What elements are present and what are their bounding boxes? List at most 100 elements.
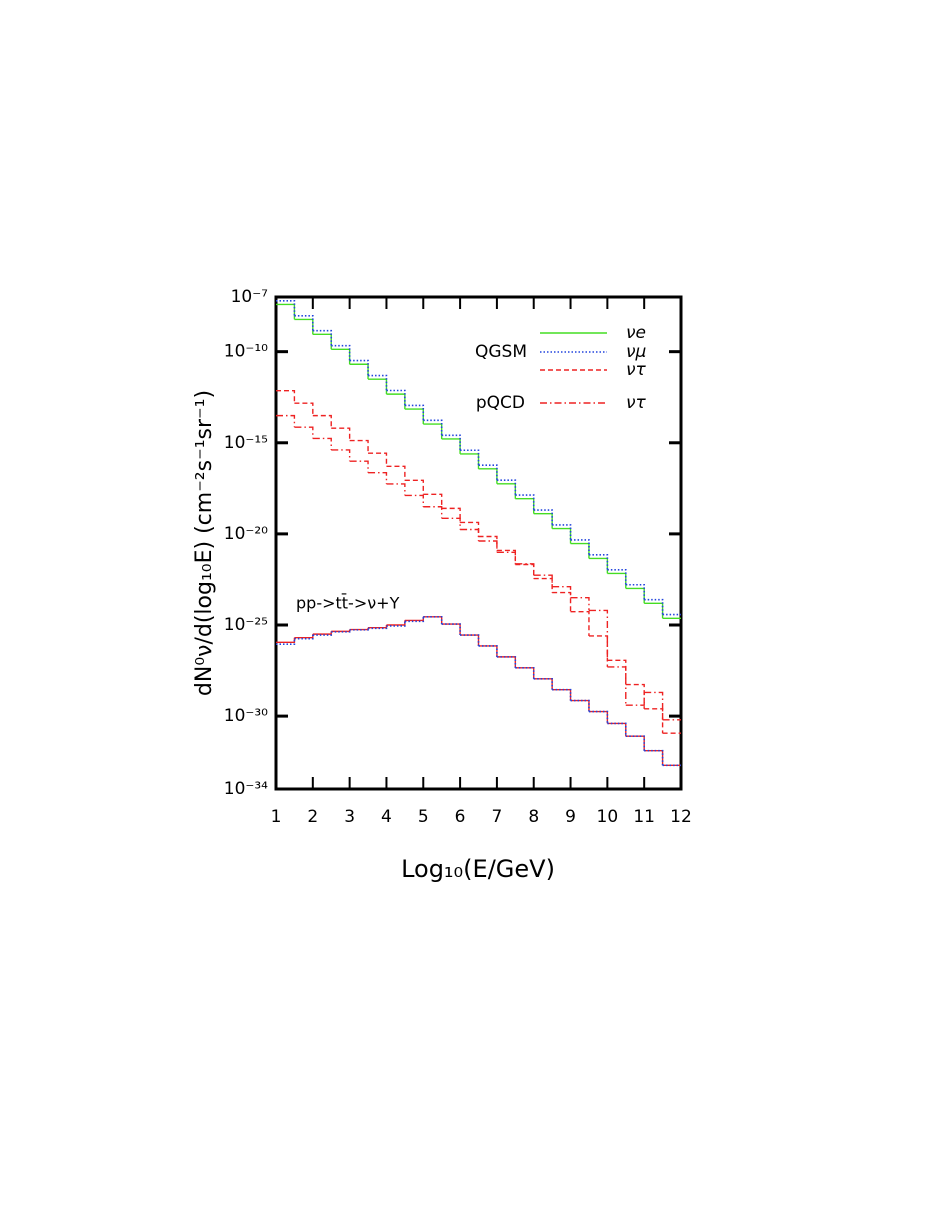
histogram-step <box>441 438 461 454</box>
histogram-step <box>496 483 517 499</box>
x-tick-label: 7 <box>491 807 502 827</box>
histogram-step <box>478 645 498 657</box>
histogram-step <box>644 602 664 619</box>
histogram-step <box>423 423 443 439</box>
histogram-step <box>441 623 461 636</box>
legend-label: νμ <box>626 342 646 362</box>
histogram-step <box>349 627 369 631</box>
histogram-step <box>294 634 314 639</box>
histogram-step <box>515 667 535 679</box>
histogram-step <box>588 609 609 667</box>
x-axis-label: Log₁₀(E/GeV) <box>401 855 555 883</box>
histogram-step <box>607 572 627 589</box>
histogram-step <box>533 512 553 529</box>
histogram-step <box>386 389 406 406</box>
histogram-step <box>607 722 627 737</box>
histogram-step <box>478 468 498 484</box>
legend-label: ντ <box>626 393 646 413</box>
y-tick-label: 10⁻²⁰ <box>224 524 268 544</box>
histogram-step <box>386 620 406 626</box>
histogram-step <box>588 710 609 724</box>
histogram-step <box>478 540 498 553</box>
histogram-step <box>331 629 351 633</box>
y-tick-label: 10⁻²⁵ <box>224 615 268 635</box>
histogram-step <box>276 638 296 645</box>
histogram-step <box>460 634 480 646</box>
histogram-step <box>368 625 388 629</box>
histogram-step <box>496 656 517 668</box>
histogram-step <box>404 408 424 425</box>
histogram-step <box>312 631 333 636</box>
x-tick-label: 8 <box>528 807 539 827</box>
y-tick-label: 10⁻¹⁵ <box>224 433 268 453</box>
histogram-step <box>515 494 535 511</box>
legend-group: pQCD <box>476 393 525 413</box>
histogram-step <box>570 596 590 611</box>
y-axis-label: dN⁰ν/d(log₁₀E) (cm⁻²s⁻¹sr⁻¹) <box>192 390 217 696</box>
histogram-step <box>588 554 609 570</box>
histogram-step <box>312 329 333 346</box>
histogram-step <box>478 645 498 657</box>
x-tick-label: 10 <box>597 807 619 827</box>
histogram-step <box>294 426 314 439</box>
histogram-step <box>588 635 609 661</box>
histogram-step <box>625 735 645 751</box>
histogram-step <box>644 750 664 766</box>
histogram-step <box>294 318 314 335</box>
histogram-step <box>515 498 535 514</box>
histogram-step <box>588 710 609 724</box>
histogram-step <box>331 344 351 361</box>
histogram-step <box>276 390 296 404</box>
histogram-step <box>294 635 314 640</box>
histogram-step <box>607 666 627 706</box>
histogram-step <box>423 493 443 509</box>
x-tick-label: 9 <box>565 807 576 827</box>
legend-label: ντ <box>626 360 646 380</box>
histogram-step <box>515 667 535 679</box>
histogram-step <box>644 708 664 734</box>
histogram-step <box>368 452 388 467</box>
annotation: pp->tt̄->ν+Y <box>296 594 400 613</box>
histogram-step <box>644 691 664 720</box>
histogram-step <box>533 509 553 525</box>
histogram-step <box>404 494 424 507</box>
histogram-step <box>423 506 443 519</box>
histogram-step <box>570 699 590 712</box>
histogram-step <box>386 393 406 410</box>
histogram-step <box>644 749 664 766</box>
x-tick-label: 1 <box>271 807 282 827</box>
histogram-step <box>552 688 572 701</box>
histogram-step <box>552 688 572 701</box>
histogram-step <box>588 557 609 574</box>
histogram-step <box>404 479 424 495</box>
histogram-step <box>570 699 590 712</box>
histogram-step <box>276 299 296 316</box>
histogram-step <box>404 404 425 421</box>
y-tick-label: 10⁻⁷ <box>231 287 269 307</box>
legend-label: νe <box>626 323 646 343</box>
histogram-step <box>496 479 517 496</box>
histogram-step <box>368 471 388 484</box>
histogram-step <box>331 348 351 365</box>
histogram-step <box>460 634 480 646</box>
histogram-step <box>404 616 424 622</box>
histogram-step <box>423 615 443 625</box>
histogram-step <box>441 517 461 530</box>
histogram-step <box>386 621 406 627</box>
x-tick-label: 12 <box>670 807 692 827</box>
histogram-step <box>404 616 425 623</box>
histogram-step <box>552 591 572 612</box>
y-tick-label: 10⁻³⁴ <box>224 779 268 799</box>
plot-frame <box>274 295 683 791</box>
histogram-step <box>533 574 553 587</box>
histogram-step <box>312 631 332 635</box>
histogram-step <box>460 449 480 466</box>
histogram-step <box>276 637 296 644</box>
histogram-step <box>570 542 590 559</box>
y-tick-label: 10⁻³⁰ <box>224 706 268 726</box>
histogram-step <box>644 598 664 615</box>
x-tick-label: 5 <box>418 807 429 827</box>
histogram-step <box>533 577 553 593</box>
histogram-step <box>331 449 351 462</box>
histogram-step <box>423 419 443 436</box>
